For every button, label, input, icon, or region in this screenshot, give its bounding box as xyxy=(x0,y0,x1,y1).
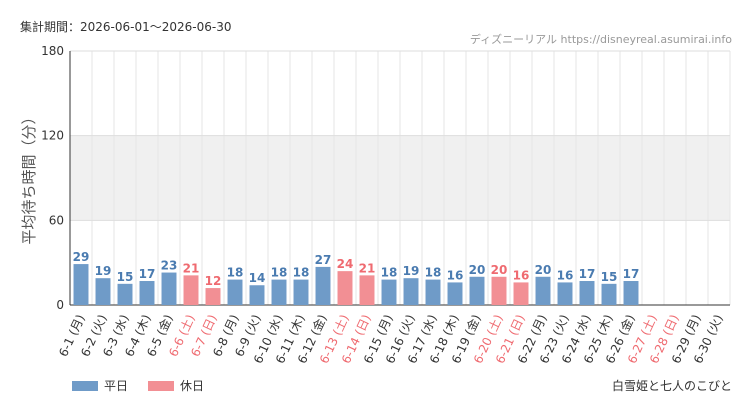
bar-value-label: 18 xyxy=(425,266,442,280)
bar xyxy=(601,283,617,305)
bar-value-label: 20 xyxy=(535,263,552,277)
bar xyxy=(73,264,89,305)
bar-value-label: 18 xyxy=(227,266,244,280)
y-tick-label: 180 xyxy=(41,44,64,58)
bar-value-label: 15 xyxy=(117,270,134,284)
period-label: 集計期間：2026-06-01〜2026-06-30 xyxy=(20,20,232,34)
legend-swatch-weekday xyxy=(72,380,98,391)
bar-value-label: 27 xyxy=(315,253,332,267)
legend-item-weekday: 平日 xyxy=(72,377,128,394)
bar xyxy=(117,283,133,305)
chart-grid xyxy=(69,50,731,306)
bar-value-label: 19 xyxy=(403,264,420,278)
bar-value-label: 21 xyxy=(359,261,376,275)
y-tick-label: 60 xyxy=(49,213,64,227)
bar xyxy=(227,279,243,305)
bar xyxy=(315,266,331,305)
x-axis-labels: 6-1 (月)6-2 (火)6-3 (水)6-4 (木)6-5 (金)6-6 (… xyxy=(56,312,726,366)
credit-label: ディズニーリアル https://disneyreal.asumirai.inf… xyxy=(469,33,732,46)
bar-value-label: 19 xyxy=(95,264,112,278)
attraction-name: 白雪姫と七人のこびと xyxy=(611,379,732,393)
chart-legend: 平日 休日 xyxy=(72,377,218,394)
legend-label-weekday: 平日 xyxy=(104,379,129,393)
bar xyxy=(95,278,111,305)
bar xyxy=(469,276,485,305)
bar xyxy=(491,276,507,305)
bar xyxy=(337,271,353,305)
y-axis-label: 平均待ち時間（分） xyxy=(20,109,38,244)
bar-value-label: 24 xyxy=(337,257,354,271)
bar-value-label: 16 xyxy=(513,268,530,282)
bar-value-label: 12 xyxy=(205,274,222,288)
bar xyxy=(557,282,573,305)
bar-value-label: 14 xyxy=(249,271,266,285)
bar xyxy=(139,281,155,305)
y-tick-label: 0 xyxy=(56,298,64,312)
bar-value-label: 17 xyxy=(623,267,640,281)
bar xyxy=(359,275,375,305)
bar-value-label: 23 xyxy=(161,259,178,273)
bar-value-label: 18 xyxy=(271,266,288,280)
bar-value-label: 15 xyxy=(601,270,618,284)
bar-value-label: 18 xyxy=(381,266,398,280)
legend-item-holiday: 休日 xyxy=(148,377,204,394)
bar-value-label: 20 xyxy=(469,263,486,277)
bar xyxy=(249,285,265,305)
bar xyxy=(425,279,441,305)
legend-label-holiday: 休日 xyxy=(180,379,205,393)
bar xyxy=(513,282,529,305)
bar xyxy=(403,278,419,305)
bar-value-label: 18 xyxy=(293,266,310,280)
bar-value-label: 20 xyxy=(491,263,508,277)
bar-value-label: 17 xyxy=(579,267,596,281)
bar-value-label: 16 xyxy=(447,268,464,282)
bar xyxy=(579,281,595,305)
bar xyxy=(271,279,287,305)
bar xyxy=(293,279,309,305)
y-tick-label: 120 xyxy=(41,129,64,143)
bar xyxy=(205,288,221,305)
legend-swatch-holiday xyxy=(148,380,175,391)
bar xyxy=(447,282,463,305)
bar xyxy=(161,272,177,305)
bar xyxy=(183,275,199,305)
bar xyxy=(623,281,639,305)
bar-value-label: 29 xyxy=(73,250,90,264)
bar-value-label: 17 xyxy=(139,267,156,281)
chart-bars xyxy=(73,264,639,305)
value-labels: 29 19 15 17 23 21 12 18 14 18 18 27 24 21 18 19 18 16 20 20… xyxy=(73,250,640,288)
bar-value-label: 21 xyxy=(183,261,200,275)
bar xyxy=(535,276,551,305)
bar-value-label: 16 xyxy=(557,268,574,282)
y-axis-ticks: 0 60 120 180 xyxy=(41,44,64,312)
bar xyxy=(381,279,397,305)
